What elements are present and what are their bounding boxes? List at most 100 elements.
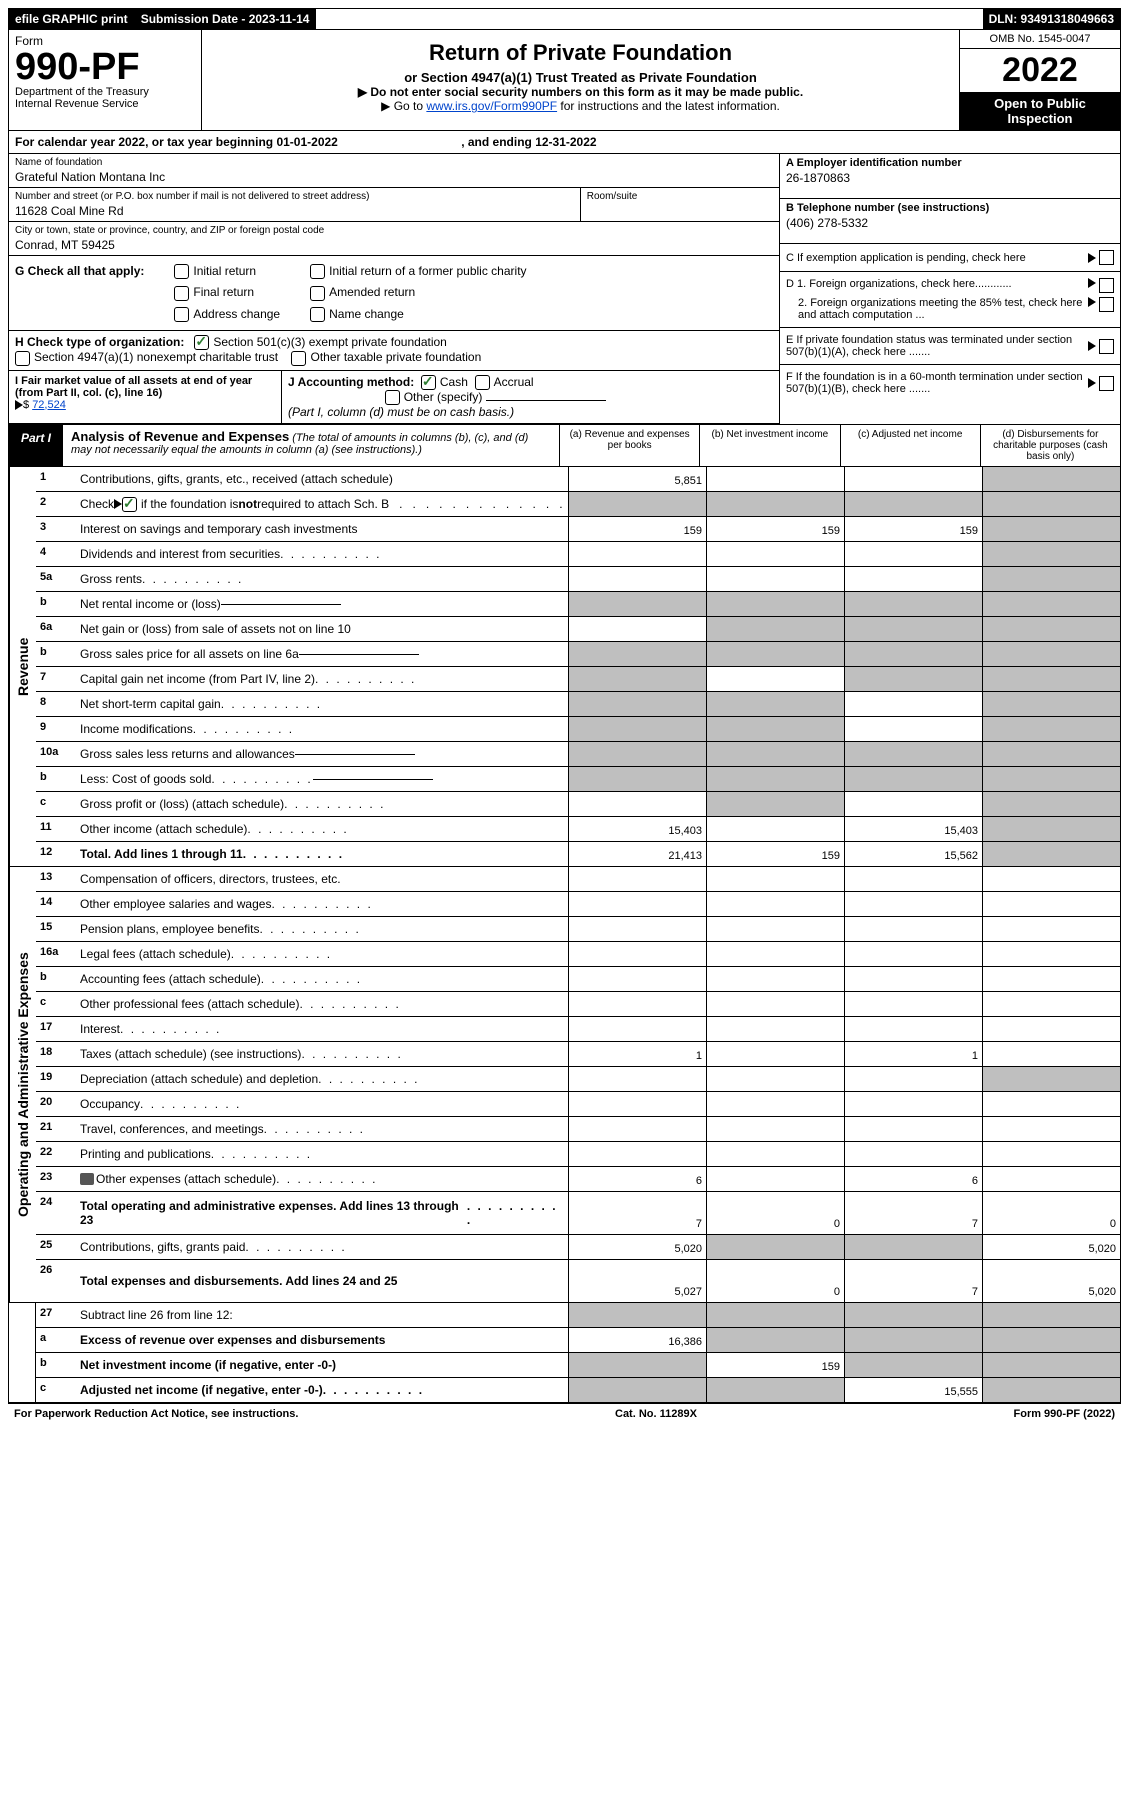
data-cell-d — [982, 1142, 1120, 1166]
checkbox-accrual[interactable] — [475, 375, 490, 390]
c-label: C If exemption application is pending, c… — [786, 252, 1088, 264]
row-number: 21 — [36, 1117, 78, 1141]
efile-label[interactable]: efile GRAPHIC print — [9, 9, 135, 29]
data-cell-a — [568, 717, 706, 741]
e-label: E If private foundation status was termi… — [786, 334, 1088, 358]
attachment-icon[interactable] — [80, 1173, 94, 1185]
data-cell-c — [844, 467, 982, 491]
data-cell-b — [706, 992, 844, 1016]
row-label: Contributions, gifts, grants, etc., rece… — [78, 467, 568, 491]
checkbox-schb[interactable] — [122, 497, 137, 512]
arrow-icon — [1088, 278, 1096, 288]
arrow-icon — [1088, 253, 1096, 263]
data-cell-a: 7 — [568, 1192, 706, 1234]
page-footer: For Paperwork Reduction Act Notice, see … — [8, 1403, 1121, 1424]
checkbox-addr-change[interactable] — [174, 307, 189, 322]
data-cell-b — [706, 1303, 844, 1327]
revenue-section: Revenue 1Contributions, gifts, grants, e… — [8, 467, 1121, 867]
checkbox-cash[interactable] — [421, 375, 436, 390]
checkbox-other-taxable[interactable] — [291, 351, 306, 366]
row-number: 6a — [36, 617, 78, 641]
checkbox-amended[interactable] — [310, 286, 325, 301]
row-label: Gross sales less returns and allowances — [78, 742, 568, 766]
data-cell-a: 15,403 — [568, 817, 706, 841]
data-cell-b — [706, 1378, 844, 1402]
table-row: cGross profit or (loss) (attach schedule… — [36, 792, 1120, 817]
g-initial-former: Initial return of a former public charit… — [329, 264, 526, 278]
data-cell-c — [844, 942, 982, 966]
checkbox-other-method[interactable] — [385, 390, 400, 405]
g-final: Final return — [193, 285, 254, 299]
instr-2: ▶ Go to www.irs.gov/Form990PF for instru… — [208, 99, 953, 113]
row-number: 1 — [36, 467, 78, 491]
data-cell-a — [568, 542, 706, 566]
checkbox-initial-former[interactable] — [310, 264, 325, 279]
table-row: 23 Other expenses (attach schedule)66 — [36, 1167, 1120, 1192]
calendar-year-row: For calendar year 2022, or tax year begi… — [8, 131, 1121, 154]
form-subtitle: or Section 4947(a)(1) Trust Treated as P… — [208, 70, 953, 85]
data-cell-d — [982, 1303, 1120, 1327]
checkbox-c[interactable] — [1099, 250, 1114, 265]
table-row: 12Total. Add lines 1 through 1121,413159… — [36, 842, 1120, 866]
data-cell-d — [982, 717, 1120, 741]
row-label: Check if the foundation is not required … — [78, 492, 568, 516]
data-cell-c: 1 — [844, 1042, 982, 1066]
d1-label: D 1. Foreign organizations, check here..… — [786, 278, 1088, 293]
g-section: G Check all that apply: Initial return F… — [9, 256, 779, 331]
fmv-value[interactable]: 72,524 — [32, 399, 66, 411]
data-cell-c — [844, 917, 982, 941]
row-number: c — [36, 992, 78, 1016]
j-accrual: Accrual — [494, 375, 534, 389]
table-row: 13Compensation of officers, directors, t… — [36, 867, 1120, 892]
row-number: 17 — [36, 1017, 78, 1041]
row-label: Taxes (attach schedule) (see instruction… — [78, 1042, 568, 1066]
data-cell-b — [706, 792, 844, 816]
data-cell-a — [568, 967, 706, 991]
expenses-section: Operating and Administrative Expenses 13… — [8, 867, 1121, 1303]
checkbox-d1[interactable] — [1099, 278, 1114, 293]
data-cell-a — [568, 492, 706, 516]
data-cell-b — [706, 1092, 844, 1116]
irs-link[interactable]: www.irs.gov/Form990PF — [426, 99, 557, 113]
checkbox-name-change[interactable] — [310, 307, 325, 322]
row-label: Net investment income (if negative, ente… — [78, 1353, 568, 1377]
data-cell-b: 159 — [706, 842, 844, 866]
data-cell-c — [844, 1353, 982, 1377]
row-number: b — [36, 967, 78, 991]
city-value: Conrad, MT 59425 — [15, 236, 773, 252]
row-number: 24 — [36, 1192, 78, 1234]
checkbox-d2[interactable] — [1099, 297, 1114, 312]
data-cell-c — [844, 1303, 982, 1327]
checkbox-e[interactable] — [1099, 339, 1114, 354]
checkbox-4947[interactable] — [15, 351, 30, 366]
revenue-sidebar: Revenue — [9, 467, 36, 866]
data-cell-b — [706, 742, 844, 766]
row-label: Contributions, gifts, grants paid — [78, 1235, 568, 1259]
data-cell-b — [706, 1017, 844, 1041]
data-cell-b: 0 — [706, 1192, 844, 1234]
row-number: 26 — [36, 1260, 78, 1302]
data-cell-a — [568, 992, 706, 1016]
data-cell-b — [706, 867, 844, 891]
data-cell-a — [568, 592, 706, 616]
data-cell-d — [982, 742, 1120, 766]
data-cell-a: 5,020 — [568, 1235, 706, 1259]
checkbox-501c3[interactable] — [194, 335, 209, 350]
data-cell-d — [982, 692, 1120, 716]
checkbox-f[interactable] — [1099, 376, 1114, 391]
data-cell-a: 21,413 — [568, 842, 706, 866]
col-d-header: (d) Disbursements for charitable purpose… — [980, 425, 1120, 466]
data-cell-b — [706, 967, 844, 991]
data-cell-c — [844, 767, 982, 791]
arrow-icon — [1088, 378, 1096, 388]
room-label: Room/suite — [587, 191, 773, 202]
row-label: Travel, conferences, and meetings — [78, 1117, 568, 1141]
data-cell-a — [568, 692, 706, 716]
part1-title: Analysis of Revenue and Expenses — [71, 429, 289, 444]
data-cell-b — [706, 492, 844, 516]
checkbox-final[interactable] — [174, 286, 189, 301]
row-label: Excess of revenue over expenses and disb… — [78, 1328, 568, 1352]
row-number: c — [36, 1378, 78, 1402]
checkbox-initial[interactable] — [174, 264, 189, 279]
h-opt1: Section 501(c)(3) exempt private foundat… — [213, 335, 446, 349]
